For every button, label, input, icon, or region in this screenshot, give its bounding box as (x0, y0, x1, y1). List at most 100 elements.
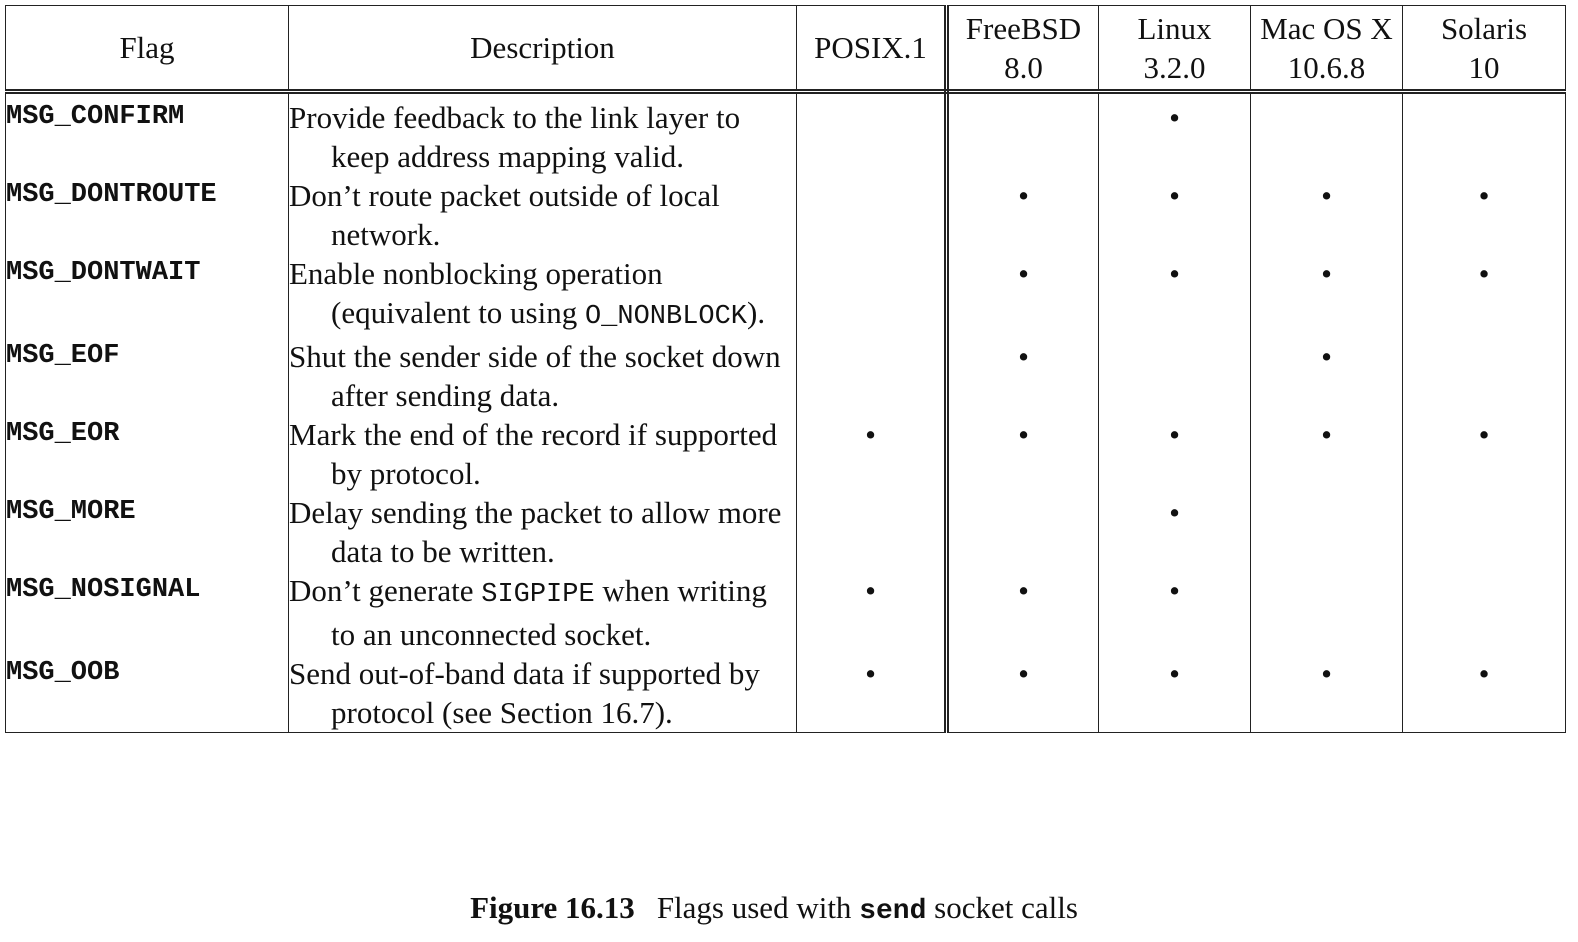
description-text: Provide feedback to the link layer to ke… (289, 98, 796, 176)
support-linux-cell: • (1098, 254, 1251, 337)
support-solaris-cell (1402, 337, 1566, 415)
support-dot-icon: • (1478, 656, 1490, 691)
description-cell: Don’t generate SIGPIPE when writing to a… (288, 571, 797, 654)
support-linux-cell: • (1098, 91, 1251, 176)
support-dot-icon: • (1321, 256, 1332, 291)
table-row: MSG_DONTROUTE Don’t route packet outside … (5, 176, 1566, 254)
description-cell: Mark the end of the record if supported … (288, 415, 797, 493)
description-cell: Shut the sender side of the socket down … (288, 337, 797, 415)
header-macos-name: Mac OS X (1260, 10, 1393, 46)
description-code: SIGPIPE (481, 580, 595, 610)
support-dot-icon: • (1321, 656, 1332, 691)
support-freebsd-cell: • (946, 254, 1099, 337)
support-dot-icon: • (865, 656, 876, 691)
support-macos-cell: • (1250, 176, 1403, 254)
header-flag: Flag (5, 5, 289, 94)
support-linux-cell (1098, 337, 1251, 415)
description-segment: Don’t route packet outside of local netw… (289, 178, 720, 252)
support-linux-cell: • (1098, 571, 1251, 654)
header-linux: Linux 3.2.0 (1098, 5, 1251, 94)
table-row: MSG_EOF Shut the sender side of the socke… (5, 337, 1566, 415)
header-linux-name: Linux (1137, 10, 1212, 46)
header-posix: POSIX.1 (796, 5, 949, 94)
table-row: MSG_OOB Send out-of-band data if supporte… (5, 654, 1566, 733)
support-dot-icon: • (865, 417, 876, 452)
description-cell: Delay sending the packet to allow more d… (288, 493, 797, 571)
flag-cell: MSG_DONTROUTE (5, 176, 289, 254)
support-linux-cell: • (1098, 415, 1251, 493)
flag-cell: MSG_OOB (5, 654, 289, 733)
support-macos-cell: • (1250, 254, 1403, 337)
caption-code: send (859, 896, 927, 927)
description-cell: Don’t route packet outside of local netw… (288, 176, 797, 254)
support-posix-cell (796, 254, 949, 337)
support-freebsd-cell (946, 91, 1099, 176)
header-freebsd-version: 8.0 (1004, 49, 1043, 85)
header-linux-version: 3.2.0 (1143, 49, 1206, 85)
flag-cell: MSG_CONFIRM (5, 91, 289, 176)
description-text: Don’t route packet outside of local netw… (289, 176, 796, 254)
support-dot-icon: • (1018, 417, 1029, 452)
support-posix-cell (796, 91, 949, 176)
description-text: Don’t generate SIGPIPE when writing to a… (289, 571, 796, 654)
description-segment: Mark the end of the record if supported … (289, 417, 778, 491)
figure-caption: Figure 16.13 Flags used with send socket … (0, 888, 1548, 932)
support-solaris-cell: • (1402, 654, 1566, 733)
description-segment: when writing to an unconnected socket. (331, 573, 767, 652)
description-text: Mark the end of the record if supported … (289, 415, 796, 493)
table-row: MSG_DONTWAIT Enable nonblocking operation… (5, 254, 1566, 337)
table-row: MSG_MORE Delay sending the packet to allo… (5, 493, 1566, 571)
description-cell: Provide feedback to the link layer to ke… (288, 91, 797, 176)
description-code: O_NONBLOCK (584, 302, 748, 332)
support-posix-cell (796, 337, 949, 415)
description-text: Shut the sender side of the socket down … (289, 337, 796, 415)
table-row: MSG_CONFIRM Provide feedback to the link … (5, 91, 1566, 176)
description-cell: Enable nonblocking operation (equivalent… (288, 254, 797, 337)
support-dot-icon: • (1321, 417, 1332, 452)
support-dot-icon: • (1169, 495, 1180, 530)
support-freebsd-cell (946, 493, 1099, 571)
support-freebsd-cell: • (946, 337, 1099, 415)
support-linux-cell: • (1098, 654, 1251, 733)
support-freebsd-cell: • (946, 654, 1099, 733)
figure-label: Figure 16.13 (470, 890, 635, 925)
flag-cell: MSG_NOSIGNAL (5, 571, 289, 654)
support-macos-cell: • (1250, 415, 1403, 493)
description-segment: Don’t generate (289, 573, 482, 608)
support-dot-icon: • (1169, 656, 1180, 691)
support-solaris-cell (1402, 493, 1566, 571)
support-dot-icon: • (1169, 100, 1180, 135)
send-flags-table: Flag Description POSIX.1 FreeBSD 8.0 Linu… (5, 5, 1566, 733)
support-posix-cell (796, 176, 949, 254)
support-dot-icon: • (1478, 417, 1490, 452)
header-description: Description (288, 5, 797, 94)
support-dot-icon: • (865, 573, 876, 608)
header-freebsd: FreeBSD 8.0 (946, 5, 1099, 94)
flag-cell: MSG_MORE (5, 493, 289, 571)
description-segment: ). (747, 295, 766, 330)
support-posix-cell: • (796, 415, 949, 493)
support-dot-icon: • (1169, 573, 1180, 608)
flag-cell: MSG_EOF (5, 337, 289, 415)
description-text: Delay sending the packet to allow more d… (289, 493, 796, 571)
support-dot-icon: • (1018, 656, 1029, 691)
description-segment: Delay sending the packet to allow more d… (289, 495, 782, 569)
description-segment: Send out-of-band data if supported by pr… (289, 656, 760, 730)
description-text: Enable nonblocking operation (equivalent… (289, 254, 796, 337)
support-dot-icon: • (1169, 417, 1180, 452)
support-solaris-cell (1402, 91, 1566, 176)
support-macos-cell (1250, 571, 1403, 654)
description-segment: Shut the sender side of the socket down … (289, 339, 781, 413)
flag-cell: MSG_DONTWAIT (5, 254, 289, 337)
support-dot-icon: • (1018, 256, 1029, 291)
support-macos-cell: • (1250, 654, 1403, 733)
header-macos-version: 10.6.8 (1287, 49, 1366, 85)
support-macos-cell (1250, 493, 1403, 571)
description-segment: Provide feedback to the link layer to ke… (289, 100, 741, 174)
support-solaris-cell (1402, 571, 1566, 654)
header-solaris-name: Solaris (1440, 10, 1528, 46)
support-linux-cell: • (1098, 493, 1251, 571)
support-linux-cell: • (1098, 176, 1251, 254)
support-dot-icon: • (1321, 178, 1332, 213)
description-segment: Enable nonblocking operation (equivalent… (289, 256, 663, 330)
